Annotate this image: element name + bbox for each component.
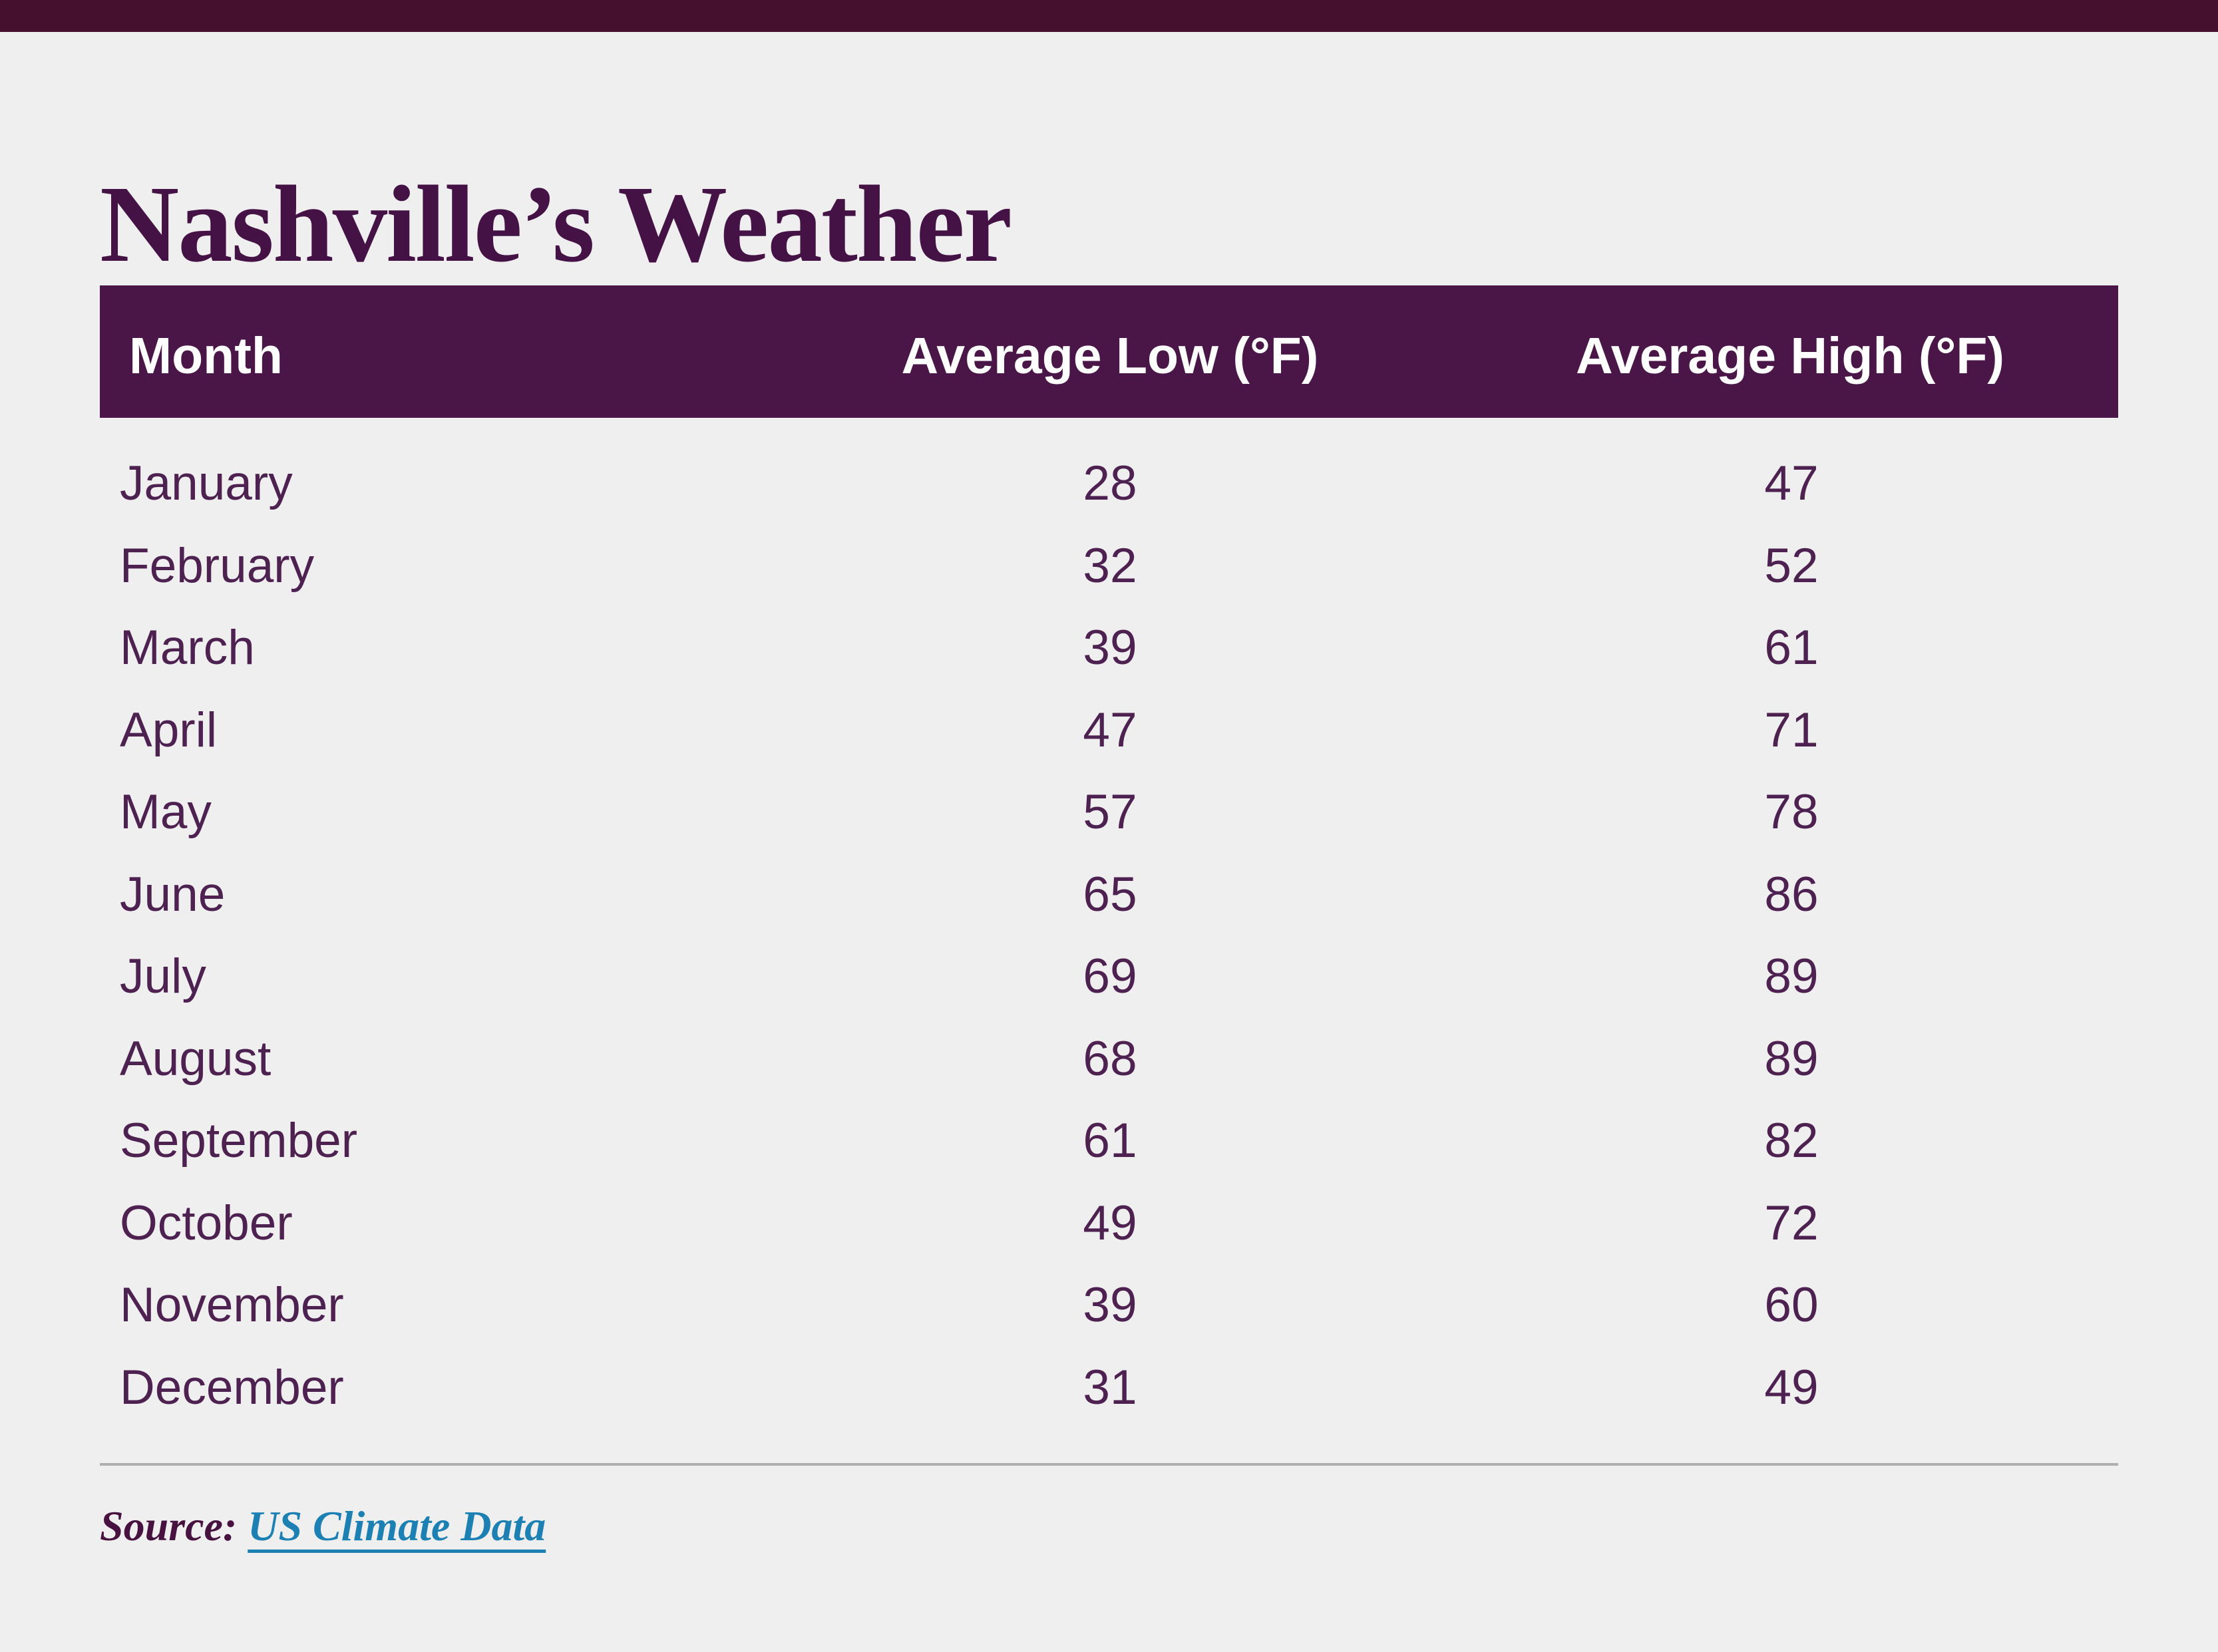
- footer-divider: [100, 1463, 2118, 1466]
- source-link[interactable]: US Climate Data: [248, 1502, 546, 1550]
- cell-average-high: 86: [1764, 867, 1819, 921]
- cell-month: June: [120, 867, 226, 921]
- cell-month: December: [120, 1360, 344, 1414]
- cell-month: April: [120, 703, 218, 757]
- table-row: February 32 52: [100, 525, 2118, 607]
- cell-average-high: 72: [1764, 1196, 1819, 1250]
- cell-average-low: 28: [1083, 456, 1137, 510]
- cell-average-low: 31: [1083, 1360, 1137, 1414]
- table-row: September 61 82: [100, 1100, 2118, 1182]
- cell-average-high: 71: [1764, 703, 1819, 757]
- cell-month: July: [120, 949, 206, 1003]
- cell-average-low: 69: [1083, 949, 1137, 1003]
- cell-average-high: 47: [1764, 456, 1819, 510]
- cell-average-low: 39: [1083, 1278, 1137, 1332]
- cell-month: November: [120, 1278, 344, 1332]
- cell-average-high: 82: [1764, 1114, 1819, 1168]
- table-row: May 57 78: [100, 771, 2118, 854]
- page-title: Nashville’s Weather: [100, 162, 1012, 285]
- cell-average-low: 49: [1083, 1196, 1137, 1250]
- table-row: August 68 89: [100, 1018, 2118, 1100]
- cell-average-high: 89: [1764, 1031, 1819, 1086]
- table-body: January 28 47 February 32 52 March 39 61 April 47 7…: [100, 442, 2118, 1428]
- top-accent-bar: [0, 0, 2218, 32]
- cell-average-low: 39: [1083, 621, 1137, 675]
- table-row: June 65 86: [100, 854, 2118, 936]
- column-header-average-high: Average High (°F): [1575, 327, 2005, 385]
- cell-average-low: 65: [1083, 867, 1137, 921]
- cell-month: March: [120, 621, 255, 675]
- column-header-average-low: Average Low (°F): [901, 327, 1319, 385]
- column-header-month: Month: [129, 327, 283, 385]
- table-row: July 69 89: [100, 935, 2118, 1018]
- cell-average-low: 61: [1083, 1114, 1137, 1168]
- source-attribution: Source: US Climate Data: [100, 1500, 546, 1553]
- table-header-row: Month Average Low (°F) Average High (°F): [100, 285, 2118, 418]
- cell-month: September: [120, 1114, 358, 1168]
- cell-average-low: 47: [1083, 703, 1137, 757]
- cell-month: May: [120, 785, 212, 839]
- cell-average-high: 61: [1764, 621, 1819, 675]
- cell-average-high: 49: [1764, 1360, 1819, 1414]
- cell-average-low: 32: [1083, 538, 1137, 593]
- table-row: December 31 49: [100, 1347, 2118, 1429]
- cell-month: February: [120, 538, 315, 593]
- cell-month: October: [120, 1196, 293, 1250]
- table-row: November 39 60: [100, 1264, 2118, 1347]
- table-row: March 39 61: [100, 607, 2118, 689]
- cell-month: January: [120, 456, 293, 510]
- cell-average-high: 52: [1764, 538, 1819, 593]
- source-label: Source:: [100, 1502, 238, 1550]
- cell-average-high: 89: [1764, 949, 1819, 1003]
- cell-month: August: [120, 1031, 272, 1086]
- cell-average-low: 57: [1083, 785, 1137, 839]
- table-row: January 28 47: [100, 442, 2118, 525]
- table-row: October 49 72: [100, 1182, 2118, 1265]
- table-row: April 47 71: [100, 689, 2118, 772]
- cell-average-low: 68: [1083, 1031, 1137, 1086]
- cell-average-high: 60: [1764, 1278, 1819, 1332]
- weather-table: Month Average Low (°F) Average High (°F)…: [100, 285, 2118, 1428]
- cell-average-high: 78: [1764, 785, 1819, 839]
